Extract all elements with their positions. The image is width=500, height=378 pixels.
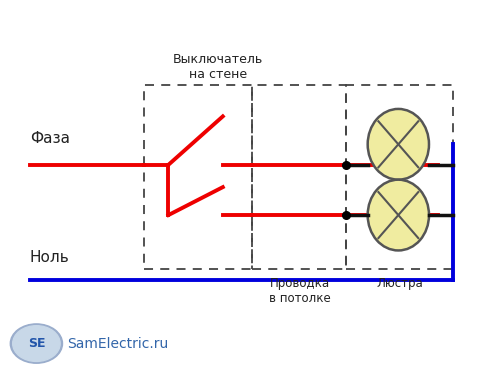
Text: Фаза: Фаза (30, 131, 70, 146)
Text: SamElectric.ru: SamElectric.ru (68, 336, 168, 350)
Ellipse shape (368, 109, 429, 180)
Bar (144, 85, 252, 269)
Text: Выключатель
на стене: Выключатель на стене (172, 53, 263, 81)
Bar (252, 85, 346, 269)
Bar (346, 85, 453, 269)
Circle shape (12, 326, 60, 361)
Text: Ноль: Ноль (30, 250, 70, 265)
Text: Люстра: Люстра (376, 277, 423, 290)
Text: Проводка
в потолке: Проводка в потолке (268, 277, 330, 305)
Ellipse shape (368, 180, 429, 251)
Text: SE: SE (28, 337, 45, 350)
Circle shape (10, 324, 62, 363)
